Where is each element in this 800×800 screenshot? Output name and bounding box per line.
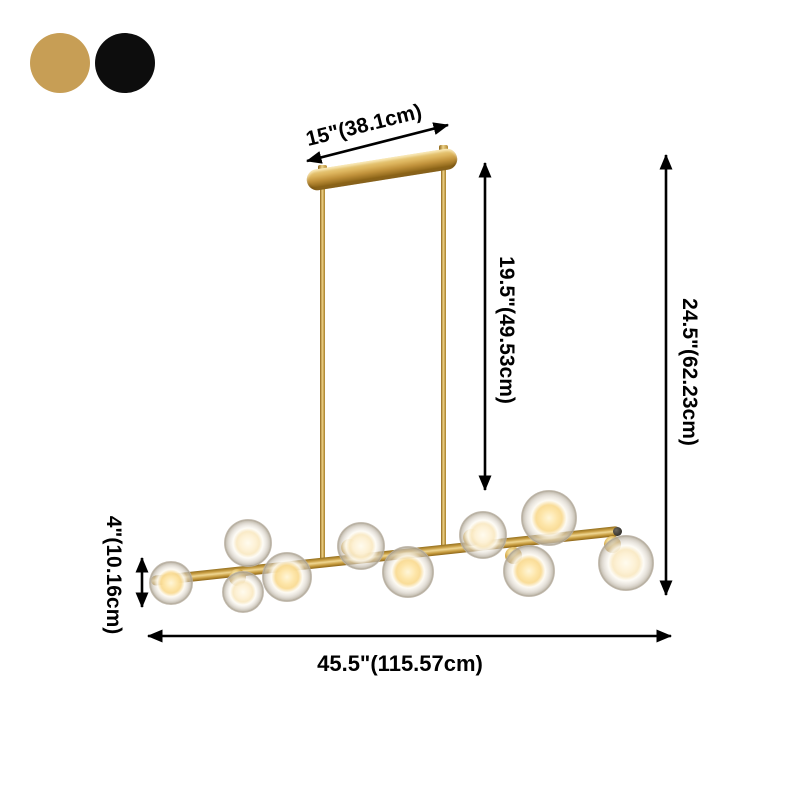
- glass-globe: [382, 546, 434, 598]
- glass-globe: [224, 519, 272, 567]
- glass-globe: [337, 522, 385, 570]
- bar-end-cap: [613, 527, 622, 536]
- canopy-width-arrow: [305, 122, 450, 164]
- globe-height-label: 4"(10.16cm): [102, 515, 125, 635]
- glass-globe: [503, 545, 555, 597]
- glass-globe: [598, 535, 654, 591]
- glass-globe: [459, 511, 507, 559]
- total-height-label: 24.5"(62.23cm): [678, 298, 701, 446]
- glass-globe: [521, 490, 577, 546]
- glass-globe: [149, 561, 193, 605]
- glass-globe: [222, 571, 264, 613]
- hanging-rod: [320, 181, 325, 564]
- gold-finish-swatch[interactable]: [30, 33, 90, 93]
- black-finish-swatch[interactable]: [95, 33, 155, 93]
- fixture-length-label: 45.5"(115.57cm): [317, 651, 483, 676]
- glass-globe: [262, 552, 312, 602]
- rod-drop-label: 19.5"(49.53cm): [495, 256, 518, 404]
- hanging-rod: [441, 157, 446, 551]
